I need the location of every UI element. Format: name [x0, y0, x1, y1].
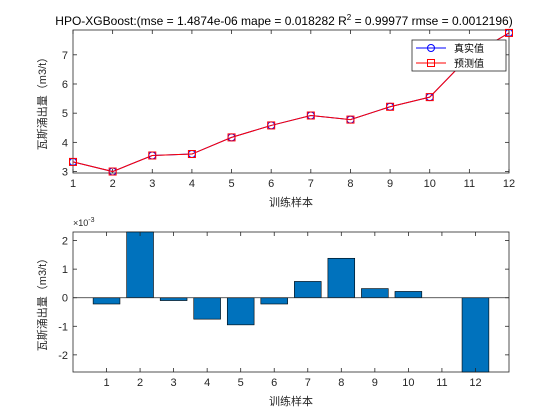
bottom-x-tick-label: 8	[338, 377, 344, 389]
point-pred-10	[425, 93, 434, 102]
point-pred-7	[306, 111, 315, 120]
top-y-tick-label: 4	[62, 137, 68, 149]
bottom-x-tick-label: 3	[171, 377, 177, 389]
top-chart-y-label: 瓦斯涌出量（m3/t）	[35, 52, 49, 150]
bar-2	[126, 231, 154, 299]
bottom-x-tick-label: 2	[137, 377, 143, 389]
top-x-tick-label: 1	[70, 178, 76, 190]
bottom-y-tick-label: 2	[62, 236, 68, 248]
bar-10	[394, 291, 423, 299]
bar-1	[92, 297, 121, 305]
top-x-tick-label: 11	[464, 178, 475, 190]
bottom-chart-exponent: ×10-3	[73, 217, 95, 228]
legend-label-true: 真实值	[454, 42, 484, 55]
bottom-y-tick-label: 1	[62, 264, 68, 276]
top-chart-legend: 真实值 预测值	[411, 39, 507, 72]
point-pred-2	[108, 167, 117, 176]
bottom-x-tick-label: 9	[372, 377, 378, 389]
point-pred-6	[267, 121, 276, 130]
bottom-chart-x-label: 训练样本	[269, 394, 313, 408]
point-pred-3	[148, 151, 157, 160]
bottom-x-tick-label: 1	[103, 377, 109, 389]
top-x-tick-label: 12	[503, 178, 515, 190]
bottom-x-tick-label: 6	[271, 377, 277, 389]
top-chart-x-axis: 1 2 3 4 5 6 7 8 9 10 11 12	[70, 30, 515, 190]
bottom-y-tick-label: -2	[58, 350, 68, 362]
top-chart-title-superscript: 2	[347, 13, 352, 22]
legend-label-pred: 预测值	[454, 57, 484, 70]
legend-marker-pred	[427, 59, 435, 67]
bar-9	[361, 288, 389, 299]
point-pred-9	[386, 102, 395, 111]
bottom-x-tick-label: 4	[204, 377, 210, 389]
bar-7	[294, 281, 322, 299]
bottom-chart-bars-layer	[92, 231, 490, 373]
top-x-tick-label: 4	[189, 178, 195, 190]
bottom-chart-y-axis: -2 -1 0 1 2	[58, 236, 509, 362]
top-chart-x-label: 训练样本	[269, 195, 313, 209]
point-pred-12	[505, 28, 513, 37]
point-pred-1	[69, 157, 77, 166]
top-chart-series-layer	[69, 28, 513, 176]
point-pred-4	[187, 150, 196, 159]
top-y-tick-label: 7	[62, 50, 68, 62]
bottom-x-tick-label: 5	[238, 377, 244, 389]
bottom-x-tick-label: 12	[469, 377, 481, 389]
top-x-tick-label: 6	[268, 178, 274, 190]
top-x-tick-label: 10	[424, 178, 436, 190]
legend-marker-true	[427, 44, 435, 52]
bar-6	[260, 297, 288, 305]
bottom-x-tick-label: 11	[436, 377, 447, 389]
bar-4	[193, 297, 221, 320]
top-x-tick-label: 5	[228, 178, 234, 190]
point-pred-5	[227, 133, 236, 142]
bottom-y-tick-label: -1	[58, 321, 68, 333]
top-x-tick-label: 8	[347, 178, 353, 190]
top-x-tick-label: 2	[110, 178, 116, 190]
top-chart-title-main: HPO-XGBoost:(mse = 1.4874e-06 mape = 0.0…	[55, 14, 347, 28]
top-chart-title: HPO-XGBoost:(mse = 1.4874e-06 mape = 0.0…	[55, 13, 512, 28]
series-line-pred	[72, 32, 510, 173]
bar-3	[159, 297, 188, 301]
bottom-chart-x-axis: 1 2 3 4 5 6 7 8 9 10 11 12	[103, 232, 482, 389]
top-y-tick-label: 5	[62, 108, 68, 120]
bar-12	[461, 297, 490, 373]
top-chart-y-axis: 3 4 5 6 7	[62, 50, 509, 179]
bottom-x-tick-label: 10	[402, 377, 414, 389]
top-x-tick-label: 3	[149, 178, 155, 190]
top-y-tick-label: 3	[62, 167, 68, 179]
bar-5	[226, 297, 255, 326]
top-chart: HPO-XGBoost:(mse = 1.4874e-06 mape = 0.0…	[35, 13, 515, 209]
point-pred-8	[346, 115, 355, 124]
top-chart-title-tail: = 0.99977 rmse = 0.0012196)	[351, 14, 512, 28]
top-y-tick-label: 6	[62, 79, 68, 91]
bar-8	[327, 257, 356, 299]
top-x-tick-label: 7	[308, 178, 314, 190]
top-x-tick-label: 9	[387, 178, 393, 190]
bottom-y-tick-label: 0	[62, 293, 68, 305]
exponent-base: ×10	[73, 218, 88, 228]
exponent-power: -3	[88, 217, 94, 224]
bottom-x-tick-label: 7	[305, 377, 311, 389]
bottom-chart-y-label: 瓦斯涌出量（m3/t）	[35, 253, 49, 351]
